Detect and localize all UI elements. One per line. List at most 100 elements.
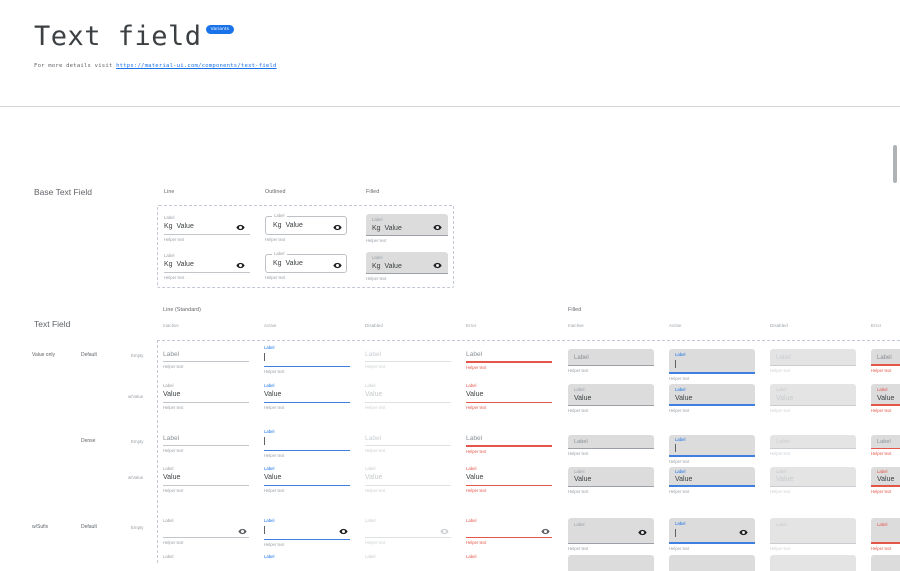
- field-value: Value: [466, 390, 484, 398]
- eye-icon[interactable]: [333, 223, 342, 232]
- filled-box: Label: [669, 348, 755, 374]
- vertical-scrollbar[interactable]: [892, 0, 899, 494]
- cell-filled-inactive-dense-empty[interactable]: Label Helper text: [568, 434, 654, 457]
- field-value: Value: [675, 475, 693, 483]
- field-underline: [264, 365, 350, 368]
- base-filled-field-2[interactable]: Label Kg Value Helper text: [366, 251, 448, 281]
- cell-filled-disabled-empty: Label Helper text: [770, 348, 856, 373]
- base-filled-field-1[interactable]: Label Kg Value Helper text: [366, 213, 448, 243]
- cell-filled-inactive-dense-value[interactable]: Label Value Helper text: [568, 466, 654, 494]
- field-underline: [365, 536, 451, 538]
- field-label: Label: [776, 386, 787, 392]
- docs-link[interactable]: https://material-ui.com/components/text-…: [116, 62, 277, 69]
- cell-line-error-empty[interactable]: Label Helper text: [466, 351, 552, 370]
- field-helper: Helper text: [365, 539, 386, 545]
- header-divider: [0, 106, 900, 107]
- cell-filled-error-value[interactable]: Label Value Helper text: [871, 383, 900, 413]
- field-value: [264, 525, 350, 536]
- cell-line-inactive-empty[interactable]: Label Helper text: [163, 351, 249, 370]
- eye-icon[interactable]: [236, 223, 245, 232]
- eye-icon[interactable]: [739, 528, 748, 537]
- cell-line-active-dense-empty[interactable]: Label Helper text: [264, 429, 350, 459]
- field-value: [264, 562, 350, 570]
- field-helper: Helper text: [365, 487, 386, 493]
- field-underline: [770, 485, 856, 487]
- cell-suffix-line-inactive[interactable]: Label Helper text: [163, 518, 249, 545]
- cell-line-error-value[interactable]: Label Value Helper text: [466, 383, 552, 411]
- cell-line-inactive-value[interactable]: Label Value Helper text: [163, 383, 249, 410]
- base-line-field-2[interactable]: Label Kg Value Helper text: [164, 253, 250, 280]
- cell-suffix-filled-active-next[interactable]: [669, 554, 755, 571]
- field-label: Label: [372, 254, 383, 260]
- text-caret: [264, 352, 265, 361]
- cell-filled-active-dense-empty[interactable]: Label Helper text: [669, 434, 755, 464]
- eye-icon[interactable]: [238, 527, 247, 536]
- eye-icon[interactable]: [541, 527, 550, 536]
- field-label: Label: [776, 521, 787, 527]
- cell-line-active-value[interactable]: Label Value Helper text: [264, 383, 350, 411]
- field-label: Label: [163, 465, 174, 471]
- filled-box: Label: [568, 348, 654, 366]
- field-underline: [466, 536, 552, 539]
- field-helper: Helper text: [365, 364, 386, 370]
- cell-line-inactive-dense-empty[interactable]: Label Helper text: [163, 435, 249, 454]
- field-underline: [466, 361, 552, 363]
- cell-suffix-filled-error-next[interactable]: [871, 554, 900, 571]
- field-helper: Helper text: [466, 488, 487, 494]
- filled-box: Label Value: [669, 466, 755, 487]
- cell-filled-inactive-empty[interactable]: Label Helper text: [568, 348, 654, 373]
- cell-line-error-dense-empty[interactable]: Label Helper text: [466, 435, 552, 454]
- eye-icon[interactable]: [433, 261, 442, 270]
- state-head-filled-error: Error: [871, 322, 882, 328]
- eye-icon[interactable]: [339, 527, 348, 536]
- field-underline: [669, 542, 755, 544]
- cell-suffix-line-error[interactable]: Label Helper text: [466, 518, 552, 546]
- field-underline: [669, 455, 755, 457]
- eye-icon[interactable]: [236, 261, 245, 270]
- cell-suffix-line-inactive-next[interactable]: Label: [163, 554, 249, 570]
- field-label: Label: [272, 250, 287, 256]
- filled-box: Label: [871, 517, 900, 544]
- cell-filled-active-empty[interactable]: Label Helper text: [669, 348, 755, 381]
- field-helper: Helper text: [871, 488, 892, 494]
- field-label: Label: [776, 438, 790, 445]
- field-underline: [466, 401, 552, 404]
- field-label: Label: [574, 438, 588, 445]
- cell-filled-active-value[interactable]: Label Value Helper text: [669, 383, 755, 413]
- base-outlined-field-2[interactable]: Label Kg Value Helper text: [265, 250, 347, 281]
- cell-line-error-dense-value[interactable]: Label Value Helper text: [466, 466, 552, 494]
- text-caret: [264, 525, 265, 534]
- cell-filled-error-dense-empty[interactable]: Label Helper text: [871, 434, 900, 457]
- cell-filled-error-empty[interactable]: Label Helper text: [871, 348, 900, 373]
- cell-line-active-dense-value[interactable]: Label Value Helper text: [264, 466, 350, 494]
- field-underline: [264, 538, 350, 541]
- base-outlined-field-1[interactable]: Label Kg Value Helper text: [265, 213, 347, 243]
- field-underline: [568, 364, 654, 366]
- cell-line-active-empty[interactable]: Label Helper text: [264, 345, 350, 375]
- cell-suffix-filled-inactive-next[interactable]: [568, 554, 654, 571]
- filled-box: Label Value: [770, 466, 856, 487]
- eye-icon[interactable]: [433, 223, 442, 232]
- cell-suffix-filled-error[interactable]: Label Helper text: [871, 517, 900, 551]
- cell-suffix-line-active-next[interactable]: Label: [264, 554, 350, 570]
- scrollbar-thumb[interactable]: [893, 145, 897, 183]
- cell-filled-inactive-value[interactable]: Label Value Helper text: [568, 383, 654, 413]
- cell-line-inactive-dense-value[interactable]: Label Value Helper text: [163, 465, 249, 493]
- base-section-title: Base Text Field: [34, 186, 92, 197]
- cell-filled-disabled-dense-value: Label Value Helper text: [770, 466, 856, 494]
- field-helper: Helper text: [770, 545, 791, 551]
- cell-suffix-line-active[interactable]: Label Helper text: [264, 518, 350, 548]
- base-line-field-1[interactable]: Label Kg Value Helper text: [164, 215, 250, 242]
- eye-icon[interactable]: [638, 528, 647, 537]
- variants-badge: Variants: [205, 25, 235, 34]
- field-helper: Helper text: [568, 407, 589, 413]
- cell-filled-error-dense-value[interactable]: Label Value Helper text: [871, 466, 900, 494]
- field-underline: [871, 404, 900, 406]
- eye-icon[interactable]: [333, 261, 342, 270]
- cell-filled-active-dense-value[interactable]: Label Value Helper text: [669, 466, 755, 494]
- field-underline: [871, 485, 900, 487]
- field-value: Kg Value: [372, 262, 402, 270]
- cell-suffix-line-error-next[interactable]: Label: [466, 554, 552, 559]
- filled-box: Label Kg Value: [366, 213, 448, 236]
- cell-suffix-line-disabled-next: Label: [365, 554, 451, 559]
